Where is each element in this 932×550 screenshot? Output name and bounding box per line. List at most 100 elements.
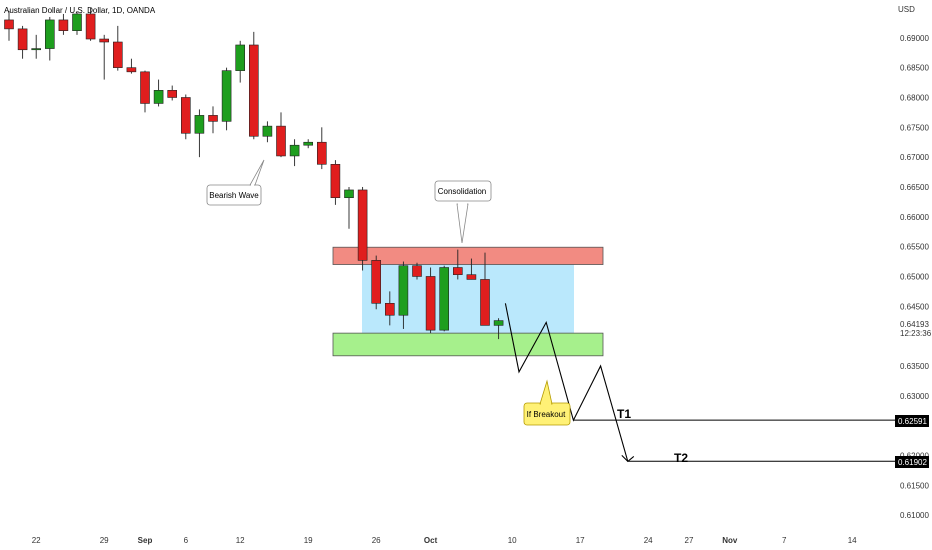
candle xyxy=(289,139,300,167)
candle-body xyxy=(58,19,69,31)
candle xyxy=(181,94,191,140)
target-t2-label: T2 xyxy=(674,451,688,465)
x-tick-label: 6 xyxy=(184,536,189,545)
candle xyxy=(17,25,28,59)
candle xyxy=(452,249,463,280)
price-tag-t1: 0.62591 xyxy=(895,415,929,427)
candle-body xyxy=(289,144,300,157)
candle-body xyxy=(466,274,477,280)
y-tick-label: 0.67000 xyxy=(900,153,929,162)
lines-layer xyxy=(504,303,895,463)
consolidation-label: Consolidation xyxy=(438,187,486,196)
y-tick-label: 0.68000 xyxy=(900,93,929,102)
candle xyxy=(85,8,96,41)
candle-body xyxy=(31,48,42,51)
candle-body xyxy=(276,125,286,157)
candle xyxy=(140,70,150,113)
y-tick-label: 0.64500 xyxy=(900,302,929,311)
y-tick-label: 0.65500 xyxy=(900,243,929,252)
bearish-wave-label: Bearish Wave xyxy=(209,191,259,200)
candle-body xyxy=(44,19,55,49)
candle-body xyxy=(398,265,409,316)
candle xyxy=(194,109,205,158)
bearish-wave-callout: Bearish Wave xyxy=(206,159,265,206)
candle xyxy=(398,261,409,329)
candle xyxy=(303,139,314,149)
candle xyxy=(425,267,436,334)
candle-body xyxy=(480,279,490,326)
candle-body xyxy=(167,90,177,98)
y-tick-label: 0.65000 xyxy=(900,272,929,281)
candle xyxy=(44,16,55,61)
candle-body xyxy=(4,19,14,30)
candle-body xyxy=(235,44,245,71)
candle xyxy=(384,291,395,326)
candle-body xyxy=(126,67,137,73)
x-tick-label: Nov xyxy=(722,536,738,545)
price-axis[interactable]: 0.69000 0.68500 0.68000 0.67500 0.67000 0.665… xyxy=(900,34,929,520)
candle-body xyxy=(85,13,96,40)
candle xyxy=(31,34,42,59)
y-tick-label: 0.61500 xyxy=(900,481,929,490)
target-t1-label: T1 xyxy=(617,407,631,421)
support-zone xyxy=(332,332,604,357)
current-price-countdown: 12:23:36 xyxy=(900,329,932,338)
x-tick-label: Sep xyxy=(138,536,153,545)
candle-body xyxy=(262,125,273,137)
candle xyxy=(344,186,354,229)
candle xyxy=(276,112,286,158)
x-tick-label: 19 xyxy=(304,536,313,545)
x-tick-label: 24 xyxy=(644,536,653,545)
y-tick-label: 0.63500 xyxy=(900,362,929,371)
candle xyxy=(480,252,490,326)
if-breakout-callout: If Breakout xyxy=(523,379,571,426)
price-tag-t2-value: 0.61902 xyxy=(898,458,927,467)
candle-body xyxy=(249,44,259,137)
candle-body xyxy=(72,13,82,31)
price-tag-t1-value: 0.62591 xyxy=(898,417,927,426)
x-tick-label: 22 xyxy=(32,536,41,545)
candle xyxy=(412,262,422,280)
candle-body xyxy=(493,320,504,326)
candle xyxy=(167,85,177,101)
candle xyxy=(4,10,14,41)
candle xyxy=(357,186,368,271)
candle-body xyxy=(221,70,232,122)
x-tick-label: 7 xyxy=(782,536,787,545)
candle-body xyxy=(384,303,395,316)
y-tick-label: 0.68500 xyxy=(900,64,929,73)
candle-body xyxy=(344,189,354,199)
candle xyxy=(493,318,504,340)
currency-label: USD xyxy=(898,5,915,14)
candle xyxy=(113,25,123,71)
candle-body xyxy=(140,71,150,104)
x-tick-label: 12 xyxy=(236,536,245,545)
x-tick-label: 26 xyxy=(372,536,381,545)
time-axis[interactable]: 22 29 Sep 6 12 19 26 Oct 10 17 24 27 Nov 7 14 xyxy=(32,536,857,545)
candle xyxy=(249,31,259,140)
candle-body xyxy=(99,38,109,43)
candle xyxy=(330,160,341,205)
candle xyxy=(58,13,69,35)
consolidation-callout: Consolidation xyxy=(434,180,492,244)
candle-body xyxy=(439,267,450,331)
candle xyxy=(221,67,232,131)
y-tick-label: 0.63000 xyxy=(900,392,929,401)
x-tick-label: 29 xyxy=(100,536,109,545)
candle-body xyxy=(208,115,218,122)
candle-body xyxy=(194,115,205,134)
candle xyxy=(439,265,450,332)
x-tick-label: 17 xyxy=(576,536,585,545)
candles-layer xyxy=(4,8,504,340)
candle-body xyxy=(425,276,436,331)
price-tag-t2: 0.61902 xyxy=(895,456,929,468)
candle xyxy=(153,79,164,107)
x-tick-label: 10 xyxy=(508,536,517,545)
candle xyxy=(208,106,218,134)
y-tick-label: 0.67500 xyxy=(900,123,929,132)
candle-body xyxy=(153,90,164,104)
y-tick-label: 0.69000 xyxy=(900,34,929,43)
candle xyxy=(371,255,382,310)
y-tick-label: 0.61000 xyxy=(900,511,929,520)
